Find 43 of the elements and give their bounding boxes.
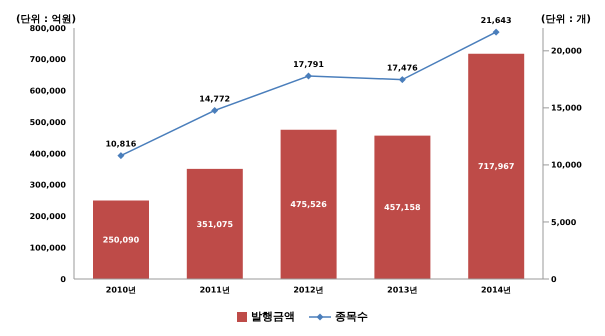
y-tick-label: 600,000 — [30, 86, 66, 96]
bar — [93, 200, 149, 279]
y-tick-label: 700,000 — [30, 55, 66, 64]
point — [211, 106, 218, 114]
data-label: 17,791 — [293, 60, 324, 70]
x-tick-label: 2012년 — [293, 286, 324, 295]
y2-tick-label: 15,000 — [551, 104, 582, 113]
y2-tick-label: 10,000 — [551, 160, 582, 170]
data-label: 17,476 — [386, 64, 418, 73]
point — [117, 152, 124, 160]
y-tick-label: 800,000 — [30, 24, 66, 33]
data-label: 21,643 — [480, 16, 512, 26]
x-tick-label: 2010년 — [106, 286, 136, 295]
y-tick-label: 500,000 — [30, 118, 66, 127]
y2-tick-label: 20,000 — [551, 46, 582, 56]
y-tick-label: 300,000 — [30, 180, 66, 190]
data-label: 250,090 — [102, 236, 140, 245]
bar — [186, 168, 243, 279]
y-axis-title: (단위 : 억원) — [16, 13, 76, 25]
y-tick-label: 200,000 — [30, 212, 66, 222]
data-label: 351,075 — [196, 220, 234, 229]
y-tick-label: 0 — [60, 274, 66, 284]
legend-label: 발행금액 — [251, 309, 295, 324]
legend-label: 종목수 — [335, 309, 368, 324]
point — [398, 76, 406, 84]
point — [305, 72, 312, 80]
x-tick-label: 2011년 — [200, 286, 230, 295]
y2-tick-label: 0 — [551, 274, 557, 284]
data-label: 717,967 — [478, 162, 514, 172]
data-label: 14,772 — [199, 94, 230, 104]
data-label: 475,526 — [290, 200, 328, 210]
data-label: 457,158 — [384, 203, 422, 212]
bar — [374, 136, 430, 279]
y-tick-label: 100,000 — [30, 243, 66, 252]
bar — [280, 130, 337, 279]
bar — [468, 54, 524, 279]
point — [492, 28, 500, 36]
y2-tick-label: 5,000 — [551, 218, 577, 227]
data-label: 10,816 — [105, 140, 137, 149]
y2-axis-title: (단위 : 개) — [540, 13, 591, 26]
x-tick-label: 2013년 — [387, 286, 418, 295]
x-tick-label: 2014년 — [480, 286, 512, 295]
y-tick-label: 400,000 — [30, 149, 66, 158]
